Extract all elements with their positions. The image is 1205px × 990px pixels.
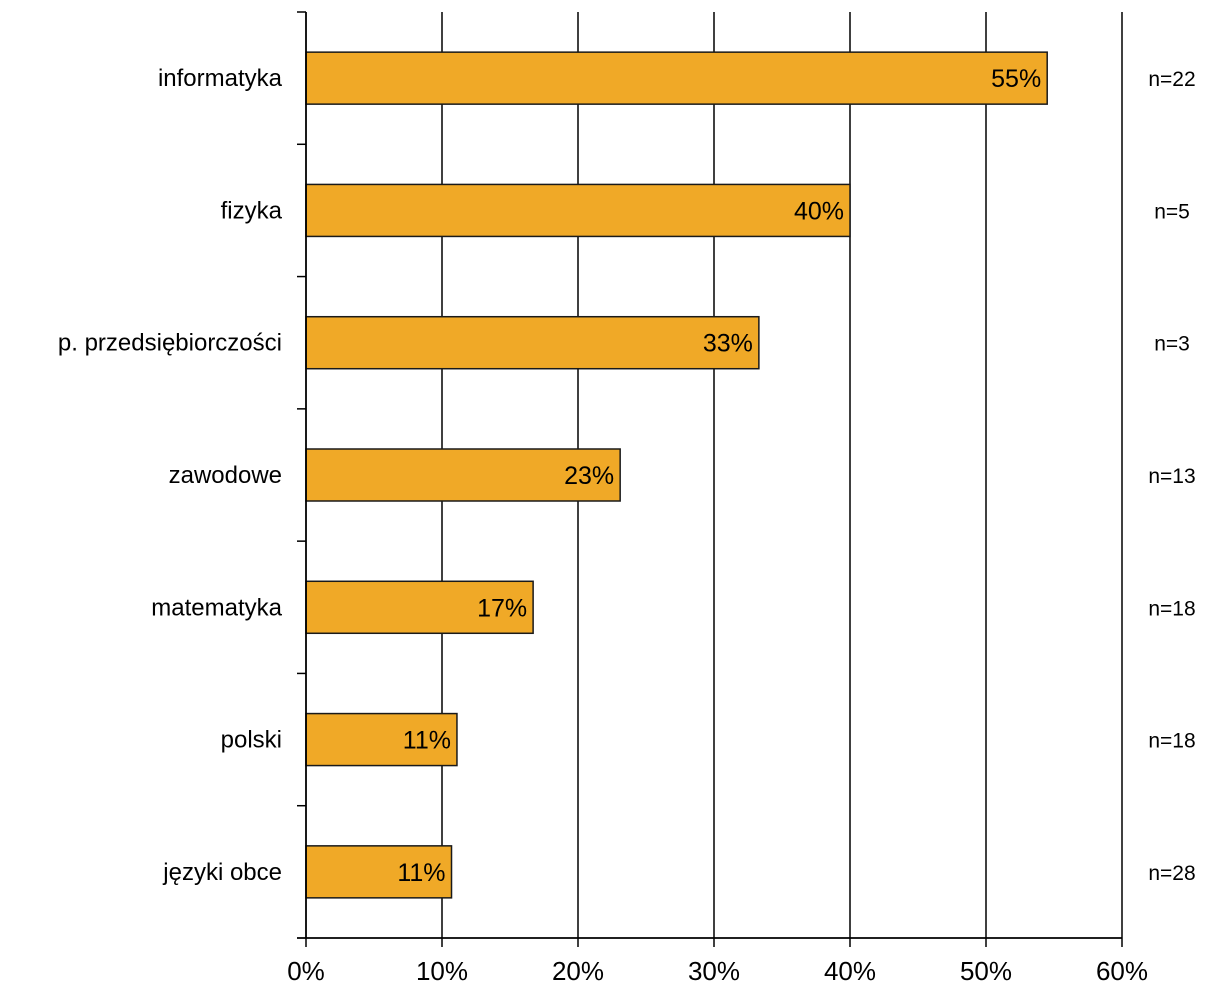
- x-tick-label: 10%: [416, 956, 468, 986]
- axes: [297, 11, 1123, 947]
- labels: 0% 10% 20% 30% 40% 50% 60% 55% informatyka n=22 40…: [58, 65, 1196, 986]
- bar-value-label: 17%: [477, 594, 527, 622]
- x-tick-label: 0%: [287, 956, 325, 986]
- bar-0: [305, 51, 1048, 105]
- sample-size-label: n=18: [1148, 730, 1195, 753]
- x-tick-label: 50%: [960, 956, 1012, 986]
- category-label: informatyka: [158, 65, 283, 92]
- bar-3: [305, 448, 621, 502]
- bar-5: [305, 712, 458, 767]
- x-tick-label: 30%: [688, 956, 740, 986]
- bar-1: [305, 183, 851, 238]
- bar-value-label: 33%: [703, 330, 753, 358]
- x-tick-label: 60%: [1096, 956, 1148, 986]
- sample-size-label: n=3: [1154, 333, 1190, 356]
- bars: [305, 51, 1048, 899]
- x-tick-label: 20%: [552, 956, 604, 986]
- sample-size-label: n=22: [1148, 68, 1195, 91]
- bar-value-label: 55%: [991, 65, 1041, 93]
- sample-size-label: n=28: [1148, 862, 1195, 885]
- category-label: fizyka: [221, 197, 283, 224]
- bar-6: [305, 845, 453, 899]
- sample-size-label: n=5: [1154, 200, 1190, 223]
- bar-value-label: 23%: [564, 462, 614, 490]
- bar-value-label: 40%: [794, 197, 844, 225]
- gridlines: [441, 12, 1123, 938]
- category-label: polski: [221, 727, 282, 754]
- category-label: p. przedsiębiorczości: [58, 330, 282, 357]
- x-tick-label: 40%: [824, 956, 876, 986]
- sample-size-label: n=18: [1148, 597, 1195, 620]
- category-label: zawodowe: [169, 462, 282, 489]
- category-label: matematyka: [151, 594, 282, 621]
- category-label: języki obce: [162, 859, 282, 886]
- sample-size-label: n=13: [1148, 465, 1195, 488]
- bar-2: [305, 315, 760, 370]
- bar-value-label: 11%: [403, 727, 451, 755]
- bar-value-label: 11%: [397, 859, 445, 887]
